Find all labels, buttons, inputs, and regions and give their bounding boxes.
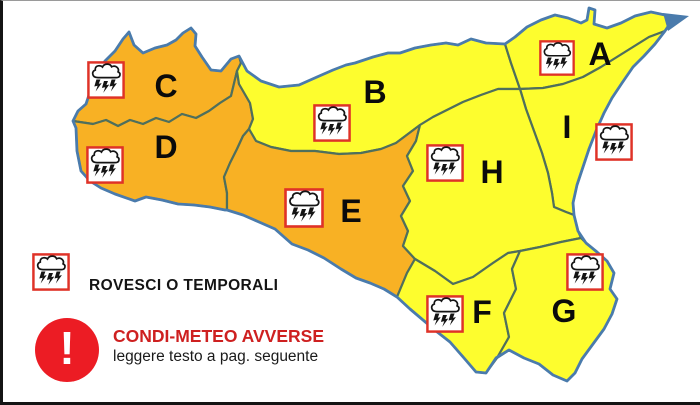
thunderstorm-icon-g	[566, 253, 604, 291]
thunderstorm-icon-e	[284, 188, 324, 228]
zone-a-label: A	[588, 36, 611, 72]
thunderstorm-icon-b	[313, 104, 351, 142]
zone-e-label: E	[340, 193, 361, 229]
zone-c-label: C	[154, 68, 177, 104]
thunderstorm-icon-a	[539, 40, 575, 76]
thunderstorm-icon-h	[426, 144, 464, 182]
zone-labels: A B C D E F G H I	[154, 36, 611, 330]
sicily-alert-map: A B C D E F G H I	[71, 6, 689, 383]
warning-title: CONDI-METEO AVVERSE	[113, 326, 324, 346]
zone-b-label: B	[363, 74, 386, 110]
exclamation-mark: !	[59, 322, 75, 374]
thunderstorm-icon-f	[426, 295, 464, 333]
thunderstorm-icon-i	[595, 123, 633, 161]
warning-subtitle: leggere testo a pag. seguente	[113, 348, 319, 365]
zone-f-label: F	[472, 294, 492, 330]
legend-storm-label: ROVESCI O TEMPORALI	[89, 277, 279, 294]
legend-thunderstorm-icon	[32, 253, 70, 291]
warning-exclamation-icon: !	[35, 318, 99, 382]
coastline-path	[71, 6, 675, 383]
thunderstorm-icon-c	[87, 61, 125, 99]
thunderstorm-icon-d	[86, 146, 124, 184]
zone-h-label: H	[480, 154, 503, 190]
zone-i-label: I	[563, 109, 572, 145]
zone-d-label: D	[154, 129, 177, 165]
zone-g-label: G	[552, 293, 577, 329]
